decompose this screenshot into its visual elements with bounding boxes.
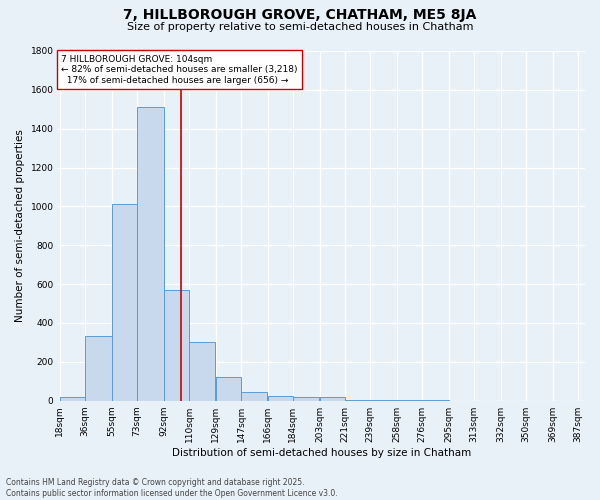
Bar [241,392,268,400]
Y-axis label: Number of semi-detached properties: Number of semi-detached properties [15,130,25,322]
Bar [320,397,344,400]
Bar [189,342,215,400]
Bar [112,204,137,400]
Bar [60,397,85,400]
Bar [216,378,241,400]
Bar [85,336,112,400]
Bar [137,108,164,401]
Bar [293,397,319,400]
Text: Size of property relative to semi-detached houses in Chatham: Size of property relative to semi-detach… [127,22,473,32]
Text: 7, HILLBOROUGH GROVE, CHATHAM, ME5 8JA: 7, HILLBOROUGH GROVE, CHATHAM, ME5 8JA [124,8,476,22]
Text: Contains HM Land Registry data © Crown copyright and database right 2025.
Contai: Contains HM Land Registry data © Crown c… [6,478,338,498]
Bar [164,290,189,401]
Text: 7 HILLBOROUGH GROVE: 104sqm
← 82% of semi-detached houses are smaller (3,218)
  : 7 HILLBOROUGH GROVE: 104sqm ← 82% of sem… [61,55,298,84]
X-axis label: Distribution of semi-detached houses by size in Chatham: Distribution of semi-detached houses by … [172,448,472,458]
Bar [268,396,293,400]
